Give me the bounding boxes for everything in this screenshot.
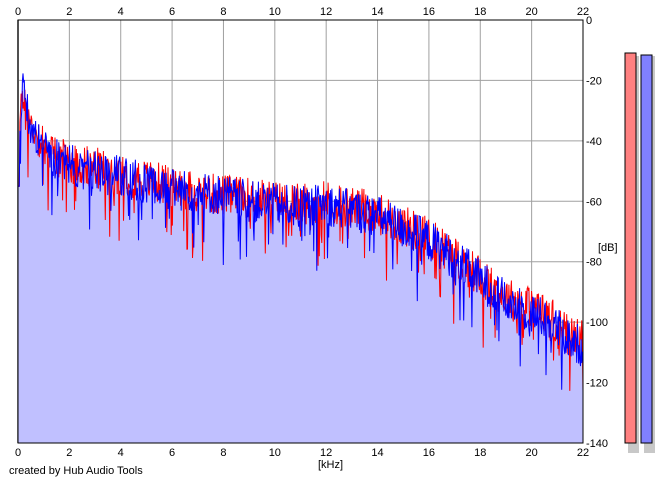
y-tick-label: -60	[586, 196, 602, 208]
x-tick-label-bottom: 0	[15, 447, 21, 459]
y-tick-label: -120	[586, 378, 608, 390]
x-ticks-top: 0 2 4 6 8 10 12 14 16 18 20 22	[15, 6, 589, 18]
x-tick-label-bottom: 16	[423, 447, 435, 459]
x-tick-label-bottom: 18	[474, 447, 486, 459]
x-tick-label-top: 2	[66, 6, 72, 18]
level-meters	[624, 52, 655, 453]
x-tick-label-top: 14	[371, 6, 383, 18]
x-tick-label-bottom: 2	[66, 447, 72, 459]
plot-frame	[17, 19, 584, 444]
x-tick-label-bottom: 14	[371, 447, 383, 459]
y-tick-label: -20	[586, 75, 602, 87]
x-tick-label-top: 20	[526, 6, 538, 18]
y-ticks: 0 -20 -40 -60 -80 -100 -120 -140	[586, 15, 608, 450]
y-tick-label: -40	[586, 136, 602, 148]
x-ticks-bottom: 0 2 4 6 8 10 12 14 16 18 20 22	[15, 447, 589, 459]
x-tick-label-bottom: 12	[320, 447, 332, 459]
series-layer	[18, 73, 584, 392]
y-tick-label: -80	[586, 257, 602, 269]
y-tick-label: -100	[586, 317, 608, 329]
x-tick-label-bottom: 6	[169, 447, 175, 459]
y-tick-label: 0	[586, 15, 592, 27]
x-tick-label-top: 12	[320, 6, 332, 18]
x-tick-label-bottom: 8	[220, 447, 226, 459]
x-tick-label-top: 10	[269, 6, 281, 18]
x-tick-label-top: 0	[15, 6, 21, 18]
series-line-1	[18, 73, 584, 390]
credit-text: created by Hub Audio Tools	[9, 465, 143, 477]
x-tick-label-top: 18	[474, 6, 486, 18]
x-tick-label-bottom: 4	[118, 447, 124, 459]
level-meter-0	[624, 52, 637, 444]
x-axis-label: [kHz]	[318, 459, 344, 471]
y-axis-label: [dB]	[598, 242, 618, 254]
spectrum-fill-area	[18, 73, 583, 444]
x-tick-label-top: 6	[169, 6, 175, 18]
y-tick-label: -140	[586, 438, 608, 450]
x-tick-label-bottom: 22	[577, 447, 589, 459]
x-tick-label-top: 8	[220, 6, 226, 18]
x-tick-label-top: 16	[423, 6, 435, 18]
x-tick-label-top: 22	[577, 6, 589, 18]
level-meter-1	[640, 54, 653, 444]
x-tick-label-bottom: 20	[526, 447, 538, 459]
x-tick-label-top: 4	[118, 6, 124, 18]
x-tick-label-bottom: 10	[269, 447, 281, 459]
